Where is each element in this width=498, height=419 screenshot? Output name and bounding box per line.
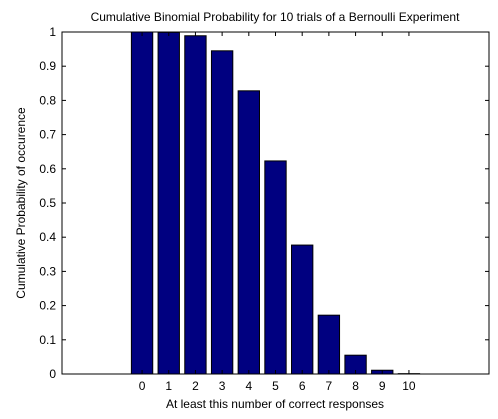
y-tick-label: 0.9 (39, 59, 56, 73)
x-tick-label: 4 (245, 379, 252, 393)
y-tick-label: 0.7 (39, 128, 56, 142)
y-tick-label: 1 (49, 25, 56, 39)
y-tick-label: 0.5 (39, 196, 56, 210)
bar-0 (130, 31, 154, 375)
bars-group (130, 31, 421, 375)
y-tick-label: 0.8 (39, 93, 56, 107)
bar-3 (210, 50, 234, 375)
y-tick-label: 0.1 (39, 333, 56, 347)
bar-2 (184, 35, 207, 375)
x-tick-label: 7 (326, 379, 333, 393)
chart-title: Cumulative Binomial Probability for 10 t… (91, 10, 460, 24)
bar-6 (291, 244, 314, 375)
bar-7 (317, 314, 341, 375)
y-tick-label: 0.6 (39, 162, 56, 176)
x-tick-label: 10 (402, 379, 416, 393)
x-axis-label: At least this number of correct response… (166, 397, 384, 411)
y-tick-label: 0.4 (39, 230, 56, 244)
x-tick-label: 2 (192, 379, 199, 393)
x-tick-label: 5 (272, 379, 279, 393)
x-tick-label: 0 (139, 379, 146, 393)
x-tick-label: 3 (219, 379, 226, 393)
bar-5 (264, 160, 287, 375)
y-axis-label: Cumulative Probability of occurence (14, 107, 28, 299)
x-tick-label: 9 (379, 379, 386, 393)
x-tick-label: 1 (165, 379, 172, 393)
bar-4 (237, 90, 260, 375)
bar-1 (157, 31, 180, 375)
x-tick-label: 8 (352, 379, 359, 393)
y-tick-label: 0.2 (39, 299, 56, 313)
x-tick-label: 6 (299, 379, 306, 393)
y-tick-label: 0 (49, 367, 56, 381)
axes-group: 00.10.20.30.40.50.60.70.80.910 1 2 3 4 5 6 7 8 9 1… (39, 25, 490, 393)
y-tick-label: 0.3 (39, 264, 56, 278)
